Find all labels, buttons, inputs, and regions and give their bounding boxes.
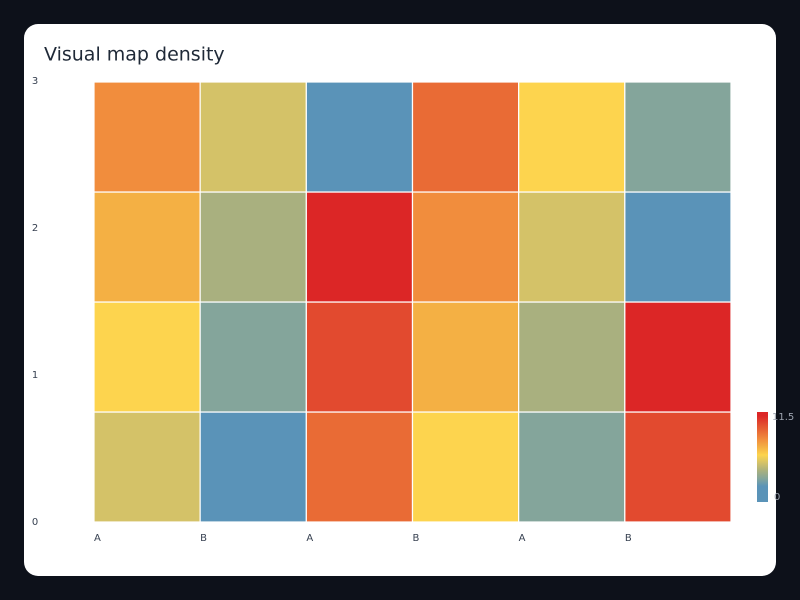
x-tick-label: B [413,533,420,544]
heatmap-cell [411,81,520,193]
visual-map-min: 0 [774,492,780,503]
heatmap-cell [305,411,414,523]
y-tick-label: 1 [32,370,38,381]
x-tick-label: B [625,533,632,544]
heatmap-cell [93,191,201,303]
heatmap-cell [518,301,626,413]
heatmap-cell [624,301,732,413]
heatmap-cell [93,81,201,193]
heatmap-cell [411,191,520,303]
x-tick-label: A [519,533,526,544]
heatmap-cell [624,411,732,523]
heatmap-cell [305,191,414,303]
y-tick-label: 3 [32,76,38,87]
x-tick-label: B [200,533,207,544]
heatmap-cell [305,301,414,413]
heatmap-cell [199,191,307,303]
heatmap-cell [93,411,201,523]
heatmap-cell [199,81,307,193]
heatmap-cell [518,411,626,523]
y-tick-label: 2 [32,223,38,234]
heatmap-cell [411,411,520,523]
visual-map-max: 11.5 [772,412,794,423]
heatmap-cell [518,81,626,193]
heatmap-cell [305,81,414,193]
heatmap-cell [624,81,732,193]
heatmap-cell [411,301,520,413]
chart-title: Visual map density [44,44,225,66]
heatmap-cell [93,301,201,413]
heatmap-cell [199,411,307,523]
heatmap-cell [518,191,626,303]
x-tick-label: A [94,533,101,544]
visual-map-bar [757,412,768,502]
x-tick-label: A [306,533,313,544]
y-tick-label: 0 [32,517,38,528]
heatmap-cell [199,301,307,413]
heatmap-cell [624,191,732,303]
